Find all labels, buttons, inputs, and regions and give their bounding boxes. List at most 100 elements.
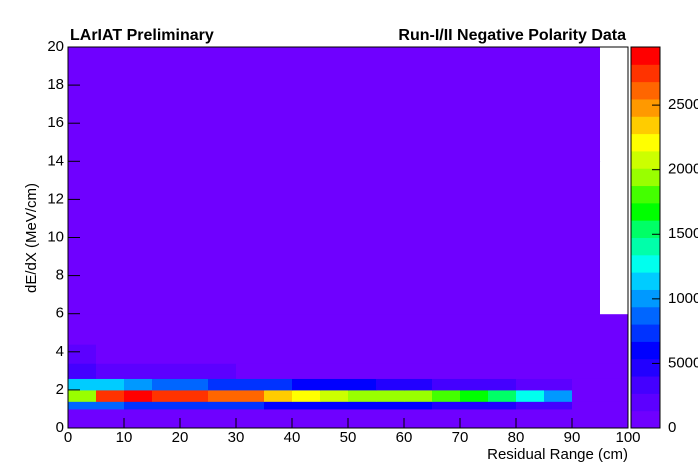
heatmap-cell	[236, 161, 265, 238]
heatmap-cell	[68, 389, 97, 402]
heatmap-cell	[600, 408, 629, 429]
heatmap-cell	[124, 237, 153, 315]
heatmap-cell	[432, 408, 461, 429]
y-tick-label: 4	[56, 343, 64, 360]
colorbar-swatch	[631, 341, 660, 360]
heatmap-cell	[68, 401, 97, 410]
heatmap-cell	[432, 363, 461, 379]
y-tick-label: 20	[47, 38, 64, 55]
heatmap-cell	[292, 378, 321, 391]
heatmap-cell	[68, 408, 97, 429]
colorbar-swatch	[631, 202, 660, 221]
heatmap-cell	[460, 161, 489, 238]
y-tick-label: 8	[56, 267, 64, 284]
heatmap-cell	[320, 47, 349, 162]
heatmap-cell	[236, 313, 265, 345]
heatmap-cell	[124, 313, 153, 345]
heatmap-cell	[348, 363, 377, 379]
heatmap-cell	[236, 363, 265, 379]
heatmap-cell	[600, 161, 629, 238]
heatmap-cell	[600, 344, 629, 364]
heatmap-cell	[516, 313, 545, 345]
heatmap-cell	[320, 161, 349, 238]
heatmap-cell	[96, 389, 125, 402]
heatmap-cell	[236, 344, 265, 364]
heatmap-cell	[488, 344, 517, 364]
heatmap-cell	[208, 47, 237, 162]
heatmap-cell	[208, 161, 237, 238]
heatmap-cell	[488, 47, 517, 162]
heatmap-cell	[264, 47, 293, 162]
heatmap-cell	[432, 344, 461, 364]
heatmap-cell	[124, 401, 153, 410]
heatmap-cell	[348, 344, 377, 364]
heatmap-cell	[432, 237, 461, 315]
y-tick-label: 14	[47, 152, 64, 169]
x-tick-label: 50	[340, 429, 357, 446]
heatmap-cell	[180, 161, 209, 238]
colorbar-swatch	[631, 220, 660, 238]
heatmap-cell	[376, 47, 405, 162]
heatmap-cell	[516, 161, 545, 238]
heatmap-cell	[488, 378, 517, 391]
heatmap-cell	[516, 401, 545, 410]
heatmap-cell	[460, 401, 489, 410]
heatmap-cell	[516, 237, 545, 315]
colorbar-swatch	[631, 64, 660, 83]
heatmap-cell	[544, 344, 573, 364]
heatmap-cell	[236, 237, 265, 315]
heatmap-cell	[488, 408, 517, 429]
heatmap-cell	[264, 401, 293, 410]
heatmap-cell	[488, 313, 517, 345]
heatmap-cell	[320, 378, 349, 391]
heatmap-cell	[180, 313, 209, 345]
heatmap-cell	[348, 389, 377, 402]
colorbar-swatch	[631, 376, 660, 394]
colorbar-swatch	[631, 150, 660, 169]
y-tick-label: 12	[47, 190, 64, 207]
heatmap-cell	[124, 344, 153, 364]
heatmap-cell	[96, 161, 125, 238]
heatmap-cell	[348, 47, 377, 162]
heatmap-cell	[460, 47, 489, 162]
colorbar-swatch	[631, 47, 660, 65]
colorbar-swatch	[631, 393, 660, 412]
heatmap-cell	[152, 344, 181, 364]
heatmap-cell	[572, 401, 601, 410]
heatmap-cell	[488, 401, 517, 410]
heatmap-cell	[152, 408, 181, 429]
heatmap-cell	[516, 363, 545, 379]
heatmap-cell	[124, 47, 153, 162]
heatmap-cell	[152, 237, 181, 315]
heatmap-cell	[404, 47, 433, 162]
heatmap-cell	[208, 408, 237, 429]
heatmap-cell	[376, 313, 405, 345]
colorbar-swatch	[631, 116, 660, 135]
heatmap-cell	[600, 401, 629, 410]
heatmap-cell	[348, 401, 377, 410]
heatmap-cell	[68, 363, 97, 379]
heatmap-cell	[264, 161, 293, 238]
colorbar-swatch	[631, 185, 660, 204]
heatmap-cell	[348, 408, 377, 429]
heatmap-cell	[432, 401, 461, 410]
heatmap-cell	[348, 161, 377, 238]
heatmap-cell	[516, 389, 545, 402]
colorbar-tick-label: 25000	[668, 96, 698, 113]
heatmap-cell	[180, 363, 209, 379]
y-tick-label: 0	[56, 419, 64, 436]
heatmap-cell	[208, 237, 237, 315]
heatmap-cell	[264, 408, 293, 429]
heatmap-cell	[264, 237, 293, 315]
heatmap-cell	[572, 161, 601, 238]
x-tick-label: 80	[508, 429, 525, 446]
heatmap-cell	[96, 378, 125, 391]
heatmap-cell	[376, 237, 405, 315]
colorbar-tick-label: 5000	[668, 354, 698, 371]
heatmap-cell	[544, 161, 573, 238]
heatmap-cell	[516, 408, 545, 429]
heatmap-cell	[152, 378, 181, 391]
heatmap-cell	[460, 378, 489, 391]
heatmap-cell	[180, 237, 209, 315]
